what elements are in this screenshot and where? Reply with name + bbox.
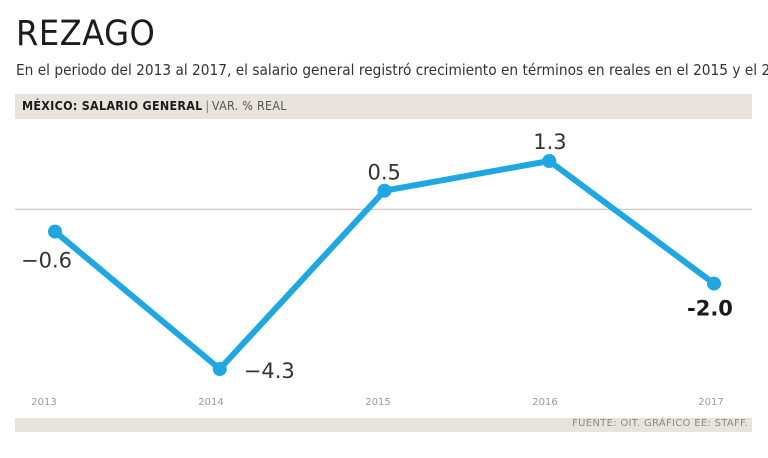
data-point-2015	[377, 183, 392, 198]
chart-header-bar: MÉXICO: SALARIO GENERAL | VAR. % REAL	[15, 94, 752, 119]
data-point-2017	[707, 276, 721, 291]
x-tick-label-2016: 2016	[532, 397, 557, 408]
value-label-2014: −4.3	[244, 359, 295, 383]
x-tick-label-2017: 2017	[698, 397, 723, 408]
footer-bar: FUENTE: OIT. GRÁFICO EE: STAFF.	[15, 418, 752, 432]
chart-title: REZAGO	[16, 14, 156, 54]
chart-label: MÉXICO: SALARIO GENERAL	[22, 99, 203, 113]
value-label-2015: 0.5	[368, 161, 401, 185]
data-point-2014	[212, 362, 227, 376]
header-separator: |	[205, 99, 210, 113]
unit-label: VAR. % REAL	[211, 99, 287, 113]
chart-subtitle: En el periodo del 2013 al 2017, el salar…	[16, 61, 768, 79]
x-tick-label-2015: 2015	[365, 397, 390, 408]
value-label-2013: −0.6	[21, 249, 72, 273]
value-label-2016: 1.3	[533, 130, 566, 154]
x-tick-label-2014: 2014	[198, 397, 223, 408]
x-tick-label-2013: 2013	[31, 397, 56, 408]
value-label-2017: -2.0	[687, 297, 733, 321]
data-point-2013	[48, 224, 62, 239]
source-note: FUENTE: OIT. GRÁFICO EE: STAFF.	[572, 418, 748, 429]
data-point-2016	[542, 154, 557, 168]
